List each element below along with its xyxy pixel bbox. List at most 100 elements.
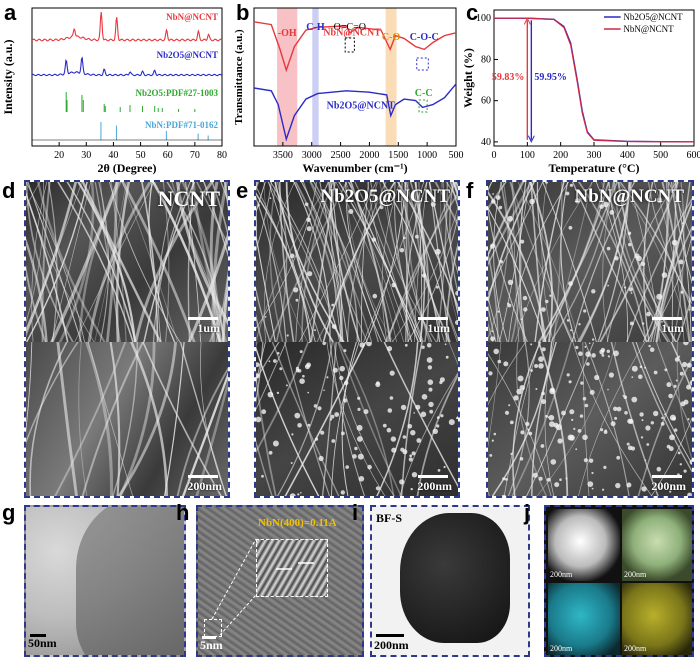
nanoparticle bbox=[522, 295, 528, 301]
nanoparticle bbox=[455, 290, 458, 296]
nanotube-fiber bbox=[337, 342, 395, 496]
panel-label-a: a bbox=[4, 0, 17, 25]
nanotube-fiber bbox=[326, 342, 386, 496]
nanotube-fiber bbox=[428, 182, 450, 342]
panel-label-i: i bbox=[352, 500, 359, 525]
x-tick-label: 2500 bbox=[331, 150, 351, 161]
panel-label-e: e bbox=[236, 178, 249, 203]
nanoparticle bbox=[591, 353, 596, 358]
nanoparticle bbox=[508, 404, 511, 407]
nanoparticle bbox=[661, 416, 664, 420]
nanoparticle bbox=[375, 486, 380, 491]
nanoparticle bbox=[491, 330, 494, 333]
scale-label: 200nm bbox=[624, 570, 647, 579]
scale-bar bbox=[652, 317, 682, 320]
nanoparticle bbox=[641, 419, 644, 422]
nanotube-fiber bbox=[510, 182, 575, 342]
nanotube-fiber bbox=[51, 182, 92, 342]
nanoparticle bbox=[600, 428, 604, 432]
nanoparticle bbox=[669, 434, 675, 441]
nanoparticle bbox=[314, 437, 319, 441]
nanoparticle bbox=[571, 418, 574, 421]
nanoparticle bbox=[273, 359, 277, 363]
nanoparticle bbox=[314, 329, 316, 332]
sem-image-nb2o5-low: Nb2O5@NCNT 1um bbox=[256, 182, 458, 342]
nanoparticle bbox=[523, 307, 528, 312]
scale-bar bbox=[202, 636, 216, 639]
eds-map-haadf: 200nm bbox=[548, 509, 620, 581]
scale-bar bbox=[376, 634, 404, 637]
ftir-band bbox=[385, 8, 397, 146]
nanoparticle bbox=[660, 422, 665, 426]
ftir-series-label: NbN@NCNT bbox=[323, 28, 381, 39]
sem-title-nb2o5: Nb2O5@NCNT bbox=[320, 186, 450, 207]
nanoparticle bbox=[371, 237, 377, 242]
ftir-band-label: -OH bbox=[278, 28, 297, 39]
nanoparticle bbox=[332, 367, 338, 373]
nanotube-fiber bbox=[349, 182, 392, 342]
nanoparticle bbox=[400, 404, 407, 411]
nanoparticle bbox=[357, 436, 363, 442]
nanoparticle bbox=[653, 410, 659, 417]
nanoparticle bbox=[317, 406, 322, 411]
nanotube-fiber bbox=[47, 182, 58, 342]
nanoparticle bbox=[565, 477, 568, 480]
nanotube-fiber bbox=[360, 182, 369, 342]
nanoparticle bbox=[445, 355, 449, 359]
nanotube-fiber bbox=[537, 342, 569, 496]
nanotube-fiber bbox=[345, 182, 405, 342]
nanotube-fiber bbox=[631, 342, 692, 473]
nanoparticle bbox=[386, 427, 392, 433]
nanotube-fiber bbox=[519, 182, 527, 342]
nanotube-fiber bbox=[655, 342, 692, 432]
nanoparticle bbox=[348, 209, 354, 214]
nanoparticle bbox=[688, 308, 691, 311]
nanoparticle bbox=[545, 414, 548, 418]
scale-label: 1um bbox=[661, 321, 684, 335]
nanoparticle bbox=[363, 409, 369, 415]
nanoparticle bbox=[421, 394, 428, 400]
nanoparticle bbox=[268, 360, 271, 363]
nanoparticle bbox=[493, 432, 497, 436]
nanoparticle bbox=[416, 438, 422, 443]
y-axis-label: Intensity (a.u.) bbox=[1, 39, 15, 114]
nanoparticle bbox=[554, 482, 560, 488]
nanoparticle bbox=[644, 459, 647, 461]
nanotube-fiber bbox=[109, 342, 121, 496]
nanoparticle bbox=[507, 279, 514, 285]
sem-title-nbn: NbN@NCNT bbox=[574, 186, 684, 207]
nanoparticle bbox=[568, 281, 573, 286]
nanotube-fiber bbox=[536, 182, 573, 342]
nanoparticle bbox=[389, 396, 394, 400]
lattice-annotation: NbN(400)=0.11A bbox=[258, 517, 337, 529]
sem-image-nb2o5-high: 200nm bbox=[256, 342, 458, 496]
nanotube-fiber bbox=[331, 342, 360, 496]
nanotube-fiber bbox=[26, 182, 45, 324]
x-tick-label: 3000 bbox=[302, 150, 322, 161]
nanoparticle bbox=[603, 430, 608, 434]
y-tick-label: 100 bbox=[476, 13, 491, 24]
nanotube-fiber bbox=[26, 264, 47, 342]
scale-bar bbox=[418, 317, 448, 320]
nanoparticle bbox=[673, 384, 677, 388]
sem-image-nbn-low: NbN@NCNT 1um bbox=[488, 182, 692, 342]
nanoparticle bbox=[606, 349, 610, 353]
nanotube-fiber bbox=[208, 290, 228, 342]
nanoparticle bbox=[300, 492, 302, 494]
nanoparticle bbox=[520, 430, 525, 435]
nanoparticle bbox=[540, 444, 545, 448]
eds-map-element-1: 200nm bbox=[548, 583, 620, 655]
nanoparticle bbox=[680, 290, 684, 294]
nanotube-fiber bbox=[406, 182, 431, 342]
nanoparticle bbox=[491, 199, 496, 204]
nanoparticle bbox=[664, 368, 668, 372]
nanotube-fiber bbox=[346, 182, 394, 342]
nanoparticle bbox=[304, 202, 309, 207]
x-tick-label: 200 bbox=[553, 150, 568, 161]
nanotube-fiber bbox=[646, 182, 677, 342]
nanoparticle bbox=[586, 362, 590, 366]
nanotube-fiber bbox=[118, 342, 156, 496]
nanoparticle bbox=[541, 347, 546, 352]
nanotube-fiber bbox=[256, 342, 264, 404]
nanoparticle bbox=[428, 387, 433, 392]
